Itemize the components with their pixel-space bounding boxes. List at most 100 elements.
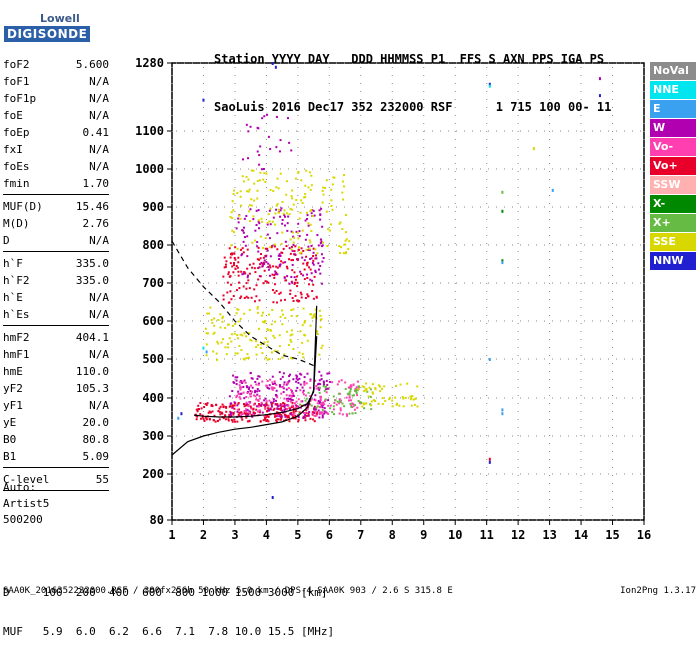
echo-point xyxy=(251,241,254,244)
grid-dot xyxy=(312,473,313,475)
grid-dot xyxy=(520,397,521,399)
echo-point xyxy=(309,257,312,260)
grid-dot xyxy=(234,379,236,380)
grid-dot xyxy=(520,473,521,475)
echo-point xyxy=(289,238,292,241)
grid-dot xyxy=(454,107,456,108)
echo-point xyxy=(312,251,315,254)
grid-dot xyxy=(423,403,425,404)
grid-dot xyxy=(202,83,204,84)
grid-dot xyxy=(560,62,561,64)
echo-point xyxy=(305,169,308,172)
grid-dot xyxy=(304,244,305,246)
grid-dot xyxy=(643,67,645,68)
echo-point xyxy=(286,416,289,419)
grid-dot xyxy=(297,275,299,276)
echo-point xyxy=(295,380,298,383)
grid-dot xyxy=(352,519,353,521)
grid-dot xyxy=(391,211,393,212)
grid-dot xyxy=(448,519,449,521)
grid-dot xyxy=(391,251,393,252)
echo-point xyxy=(379,385,382,388)
echo-point xyxy=(314,399,317,402)
grid-dot xyxy=(517,467,519,468)
echo-point xyxy=(258,266,261,269)
grid-dot xyxy=(592,282,593,284)
grid-dot xyxy=(643,131,645,132)
echo-point xyxy=(326,372,329,375)
grid-dot xyxy=(643,179,645,180)
grid-dot xyxy=(580,395,582,396)
echo-point xyxy=(293,276,296,279)
grid-dot xyxy=(423,387,425,388)
grid-dot xyxy=(297,435,299,436)
grid-dot xyxy=(216,282,217,284)
grid-dot xyxy=(368,473,369,475)
grid-dot xyxy=(248,168,249,170)
echo-point xyxy=(229,216,232,219)
grid-dot xyxy=(600,244,601,246)
echo-point xyxy=(334,399,337,402)
grid-dot xyxy=(423,355,425,356)
echo-point xyxy=(236,289,239,292)
echo-point xyxy=(355,390,358,393)
grid-dot xyxy=(360,411,362,412)
grid-dot xyxy=(504,62,505,64)
echo-point xyxy=(277,187,280,190)
grid-dot xyxy=(265,195,267,196)
grid-dot xyxy=(643,235,645,236)
echo-point xyxy=(299,403,302,406)
echo-point xyxy=(259,253,262,256)
grid-dot xyxy=(171,331,173,332)
grid-dot xyxy=(202,443,204,444)
echo-point xyxy=(330,204,333,207)
grid-dot xyxy=(360,147,362,148)
grid-dot xyxy=(423,139,425,140)
grid-dot xyxy=(171,483,173,484)
grid-dot xyxy=(612,419,614,420)
grid-dot xyxy=(486,275,488,276)
grid-dot xyxy=(560,320,561,322)
grid-dot xyxy=(202,515,204,516)
echo-point xyxy=(293,282,296,285)
grid-dot xyxy=(297,243,299,244)
grid-dot xyxy=(265,251,267,252)
echo-point xyxy=(268,220,271,223)
grid-dot xyxy=(448,206,449,208)
param-value: 15.46 xyxy=(75,200,109,213)
grid-dot xyxy=(391,323,393,324)
grid-dot xyxy=(454,155,456,156)
echo-point xyxy=(247,279,250,282)
grid-dot xyxy=(549,515,551,516)
echo-point xyxy=(302,307,305,310)
grid-dot xyxy=(616,519,617,521)
grid-dot xyxy=(265,427,267,428)
echo-point xyxy=(312,254,315,257)
grid-dot xyxy=(202,299,204,300)
param-row: hmE 110.0 xyxy=(3,363,109,380)
grid-dot xyxy=(192,397,193,399)
grid-dot xyxy=(580,195,582,196)
echo-point xyxy=(291,263,294,266)
echo-point xyxy=(351,394,354,397)
grid-dot xyxy=(328,62,329,64)
echo-point xyxy=(300,400,303,403)
echo-point xyxy=(279,172,282,175)
grid-dot xyxy=(423,307,425,308)
echo-point xyxy=(261,311,264,314)
grid-dot xyxy=(171,251,173,252)
grid-dot xyxy=(400,206,401,208)
echo-point xyxy=(339,407,342,410)
grid-dot xyxy=(608,206,609,208)
grid-dot xyxy=(552,519,553,521)
echo-point xyxy=(211,405,214,408)
echo-point xyxy=(259,171,262,174)
echo-point xyxy=(224,346,227,349)
grid-dot xyxy=(391,243,393,244)
echo-point xyxy=(229,256,232,259)
echo-point xyxy=(326,383,329,386)
echo-point xyxy=(271,375,274,378)
grid-dot xyxy=(480,397,481,399)
echo-point xyxy=(240,416,243,419)
grid-dot xyxy=(580,267,582,268)
